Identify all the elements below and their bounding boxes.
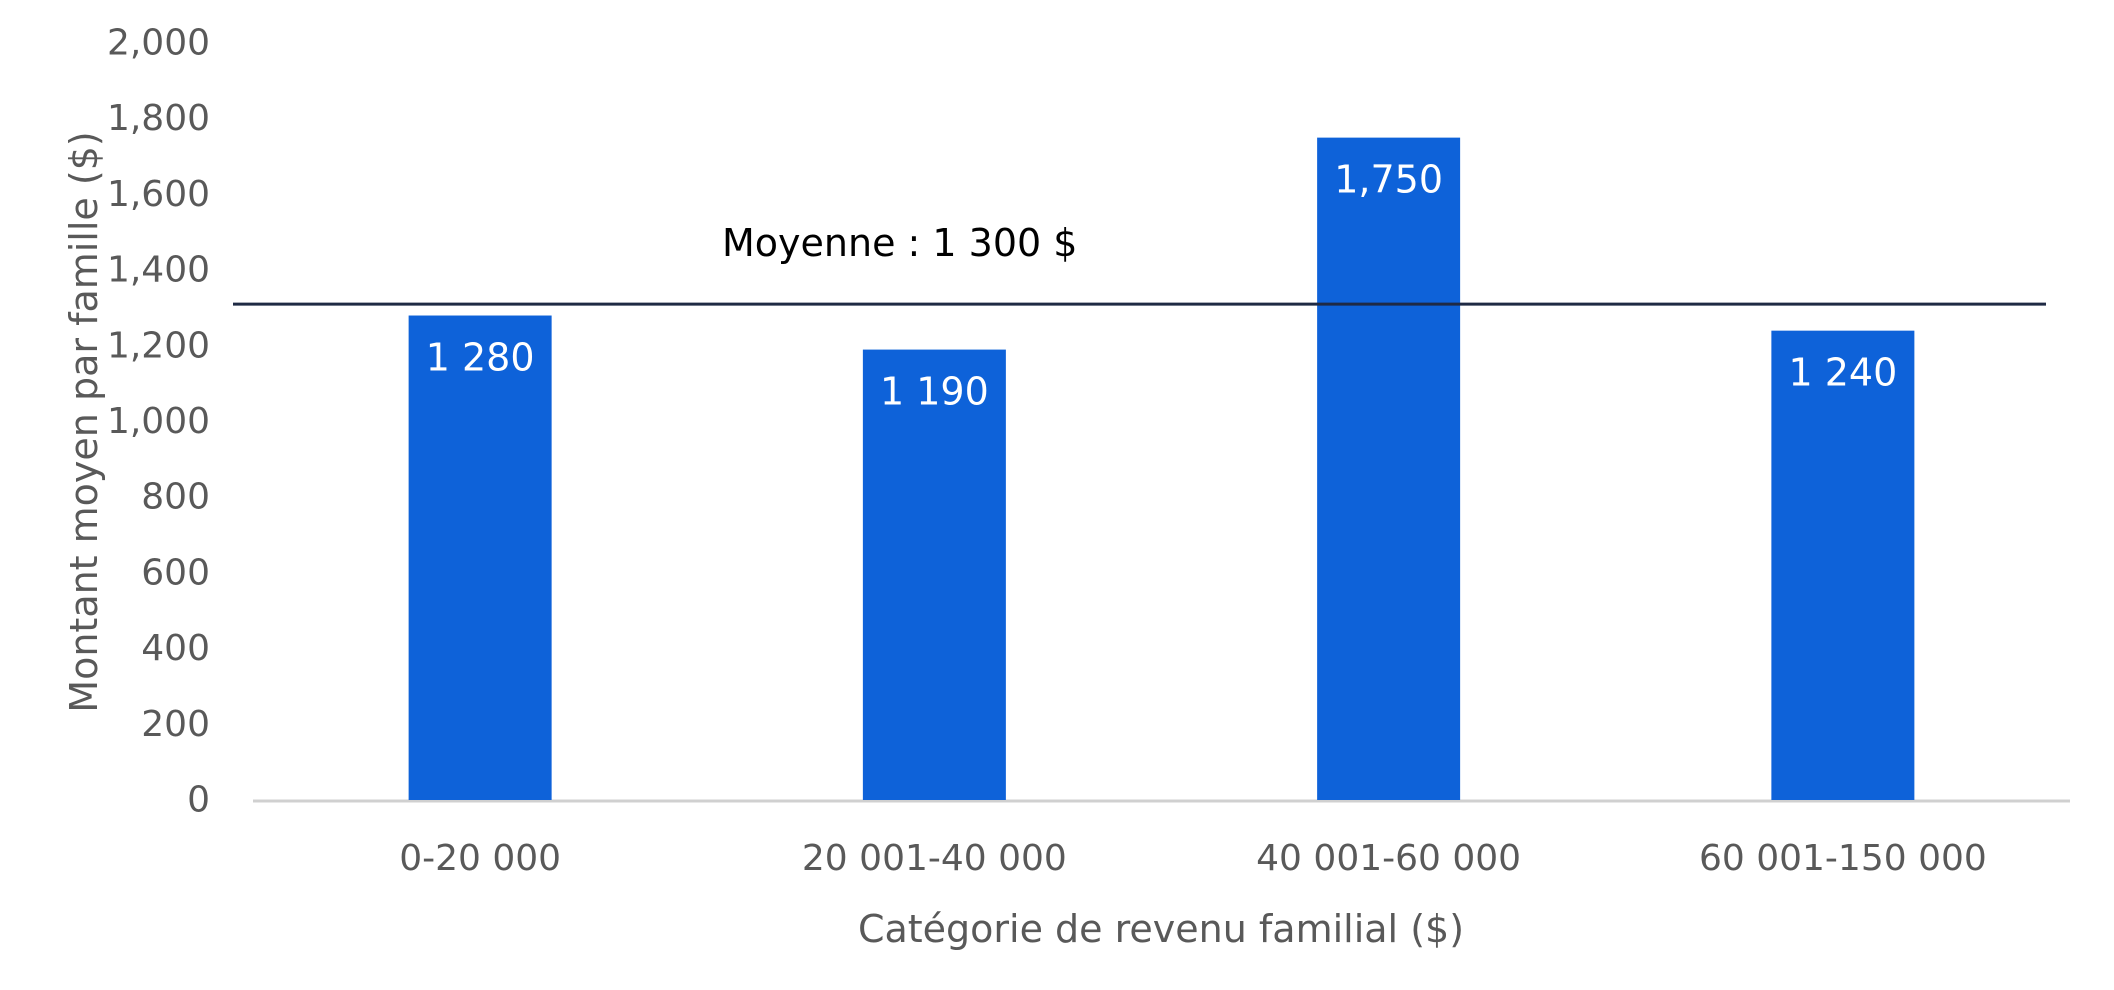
y-tick-label: 1,200 xyxy=(107,325,210,366)
bar-data-labels: 1 280 1 190 1,750 1 240 xyxy=(426,158,1898,414)
bar xyxy=(1317,137,1461,800)
bars xyxy=(408,137,1915,800)
y-tick-label: 800 xyxy=(141,477,210,518)
average-label: Moyenne : 1 300 $ xyxy=(722,221,1077,265)
bar xyxy=(408,315,552,800)
bar xyxy=(1771,330,1915,800)
bar xyxy=(862,349,1006,800)
y-axis-title: Montant moyen par famille ($) xyxy=(62,131,106,712)
y-tick-label: 400 xyxy=(141,628,210,669)
bar-data-label: 1 240 xyxy=(1788,351,1897,395)
y-tick-label: 200 xyxy=(141,704,210,745)
bar-data-label: 1 280 xyxy=(426,336,535,380)
x-category-label: 60 001-150 000 xyxy=(1699,838,1987,879)
y-tick-label: 1,000 xyxy=(107,401,210,442)
y-tick-label: 0 xyxy=(187,780,210,821)
x-category-label: 20 001-40 000 xyxy=(802,838,1067,879)
y-tick-label: 2,000 xyxy=(107,23,210,64)
y-tick-label: 600 xyxy=(141,552,210,593)
bar-data-label: 1 190 xyxy=(880,370,989,414)
bar-data-label: 1,750 xyxy=(1334,158,1443,202)
x-category-label: 40 001-60 000 xyxy=(1256,838,1521,879)
y-tick-label: 1,800 xyxy=(107,98,210,139)
y-tick-label: 1,600 xyxy=(107,174,210,215)
y-tick-label: 1,400 xyxy=(107,250,210,291)
x-category-label: 0-20 000 xyxy=(399,838,561,879)
x-axis-title: Catégorie de revenu familial ($) xyxy=(858,907,1464,951)
y-axis-ticks: 0 200 400 600 800 1,000 1,200 1,400 1,600 1,800 2,… xyxy=(107,23,210,821)
x-axis-categories: 0-20 000 20 001-40 000 40 001-60 000 60 001… xyxy=(399,838,1987,879)
